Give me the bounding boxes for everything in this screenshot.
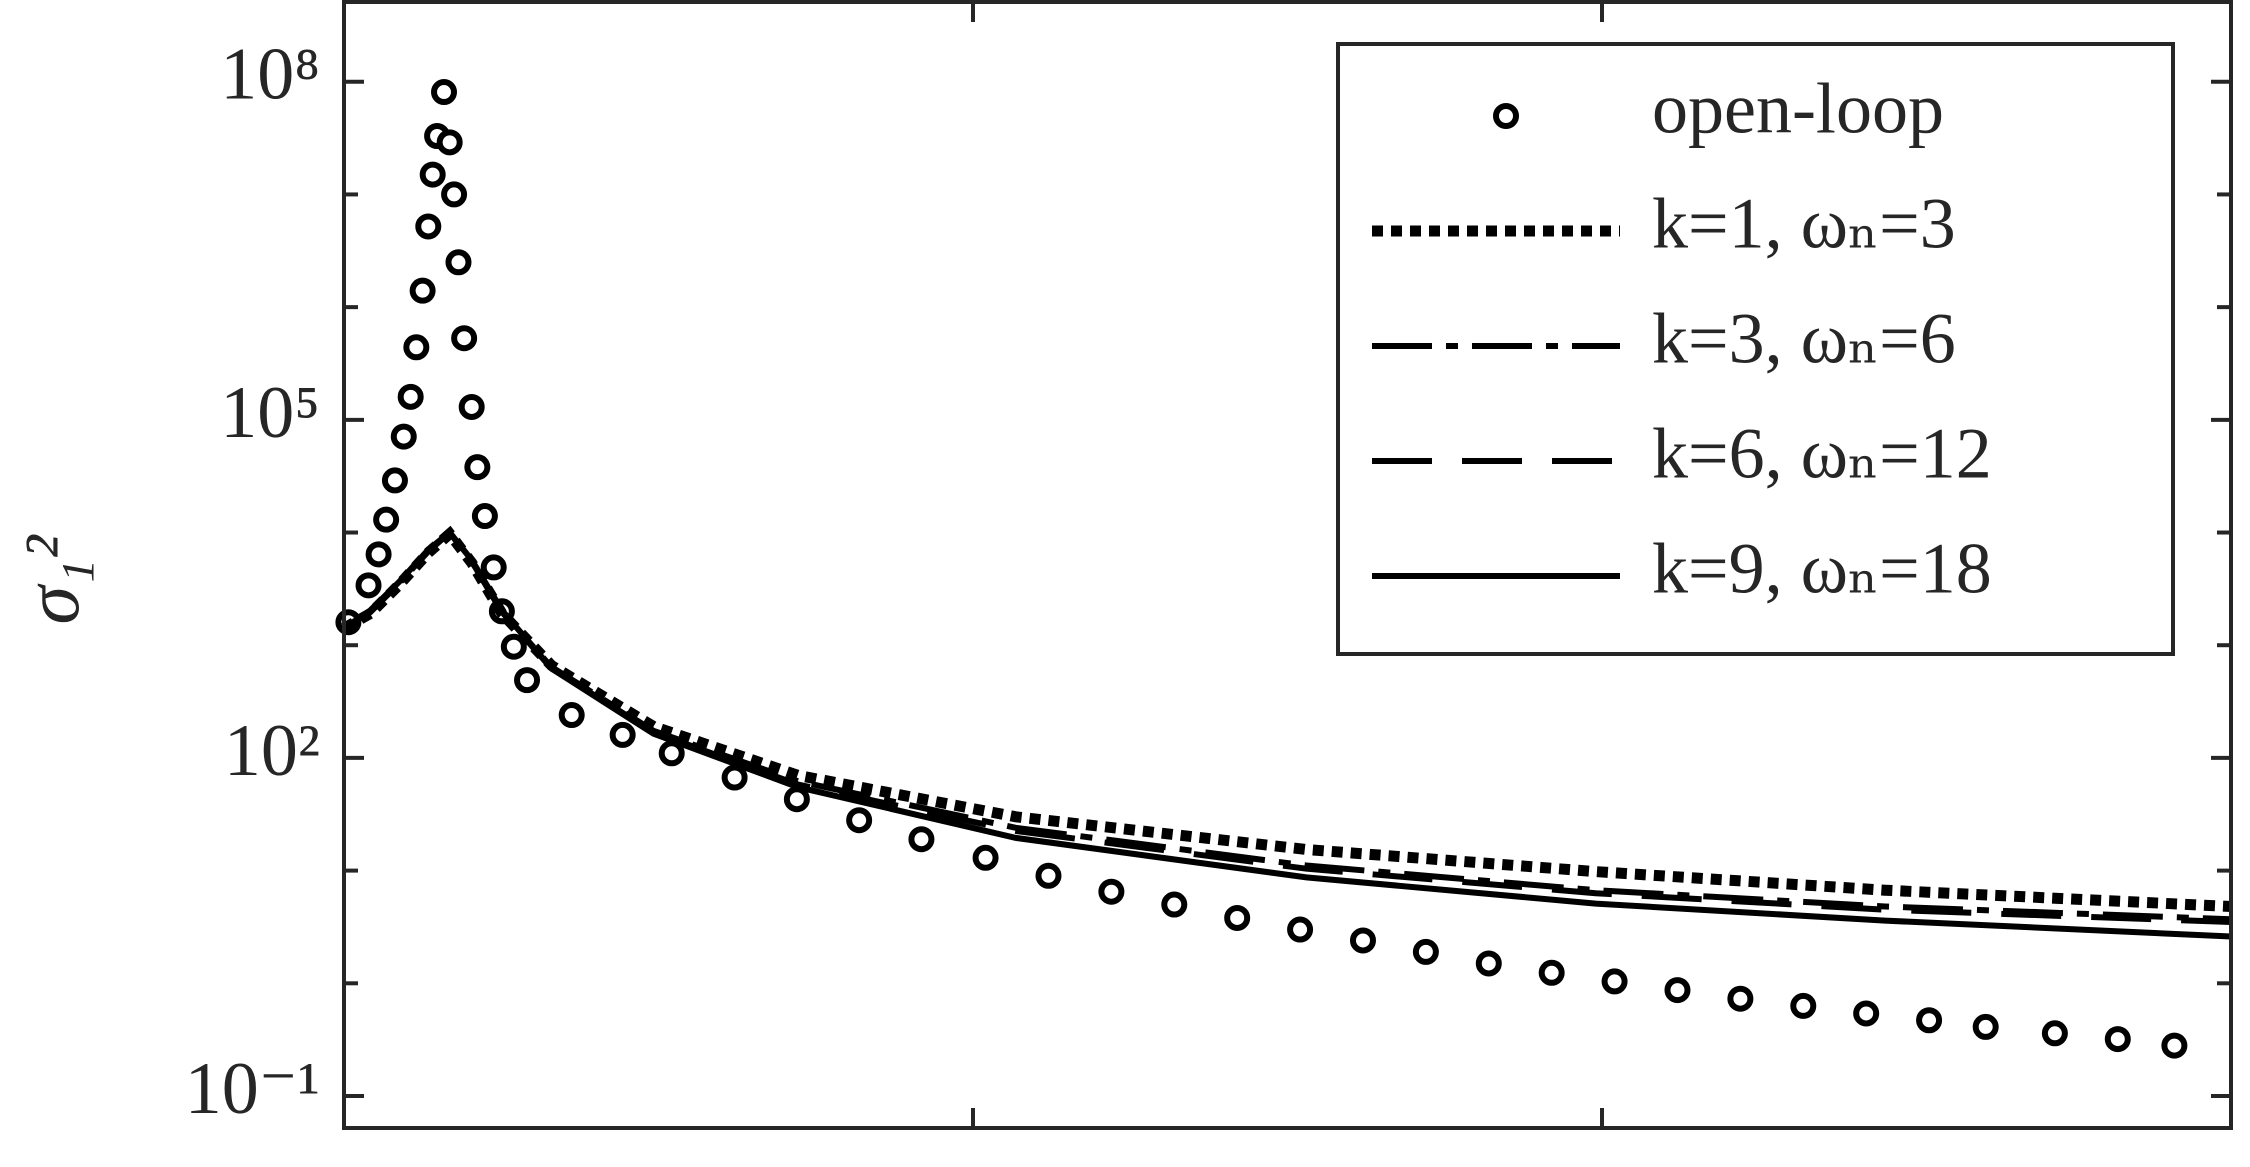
data-point xyxy=(2104,1026,2131,1053)
data-point xyxy=(1287,916,1314,943)
data-point xyxy=(403,334,430,361)
data-point xyxy=(397,383,424,410)
data-point xyxy=(381,467,408,494)
data-point xyxy=(1664,977,1691,1004)
data-point xyxy=(451,325,478,352)
data-point xyxy=(500,633,527,660)
data-point xyxy=(464,454,491,481)
data-point xyxy=(373,506,400,533)
data-point xyxy=(471,503,498,530)
data-point xyxy=(658,740,685,767)
legend-label: open-loop xyxy=(1652,69,1944,149)
data-point xyxy=(1727,985,1754,1012)
data-point xyxy=(783,786,810,813)
data-point xyxy=(721,764,748,791)
data-point xyxy=(1916,1007,1943,1034)
data-point xyxy=(445,249,472,276)
data-point xyxy=(2041,1020,2068,1047)
data-point xyxy=(1035,862,1062,889)
legend-label: k=9, ωₙ=18 xyxy=(1652,529,1992,609)
y-tick-label: 10⁸ xyxy=(220,34,320,116)
data-point xyxy=(1098,878,1125,905)
data-point xyxy=(458,393,485,420)
data-point xyxy=(609,721,636,748)
data-point xyxy=(1475,950,1502,977)
data-point xyxy=(558,702,585,729)
data-point xyxy=(2161,1032,2188,1059)
y-axis-label: σ₁² xyxy=(8,534,95,625)
data-point xyxy=(1853,1000,1880,1027)
data-point xyxy=(436,129,463,156)
data-point xyxy=(419,161,446,188)
data-point xyxy=(480,554,507,581)
y-tick-label: 10² xyxy=(224,710,320,792)
data-point xyxy=(1538,959,1565,986)
data-point xyxy=(1224,904,1251,931)
data-point xyxy=(390,423,417,450)
data-point xyxy=(514,667,541,694)
y-tick-label: 10⁻¹ xyxy=(185,1048,320,1130)
data-point xyxy=(415,213,442,240)
data-point xyxy=(355,572,382,599)
legend-label: k=1, ωₙ=3 xyxy=(1652,184,1956,264)
data-point xyxy=(1161,891,1188,918)
data-point xyxy=(846,807,873,834)
data-point xyxy=(908,826,935,853)
legend-marker xyxy=(1493,103,1519,129)
data-point xyxy=(365,541,392,568)
data-point xyxy=(1790,992,1817,1019)
y-tick-label: 10⁵ xyxy=(220,372,320,454)
legend-label: k=6, ωₙ=12 xyxy=(1652,414,1992,494)
data-point xyxy=(1349,927,1376,954)
data-point xyxy=(431,79,458,106)
plot-frame xyxy=(342,0,2233,1130)
data-point xyxy=(441,181,468,208)
legend-label: k=3, ωₙ=6 xyxy=(1652,299,1956,379)
series-line xyxy=(342,528,2232,940)
data-point xyxy=(1972,1013,1999,1040)
data-point xyxy=(409,277,436,304)
data-point xyxy=(1601,968,1628,995)
data-point xyxy=(972,844,999,871)
data-point xyxy=(1412,938,1439,965)
